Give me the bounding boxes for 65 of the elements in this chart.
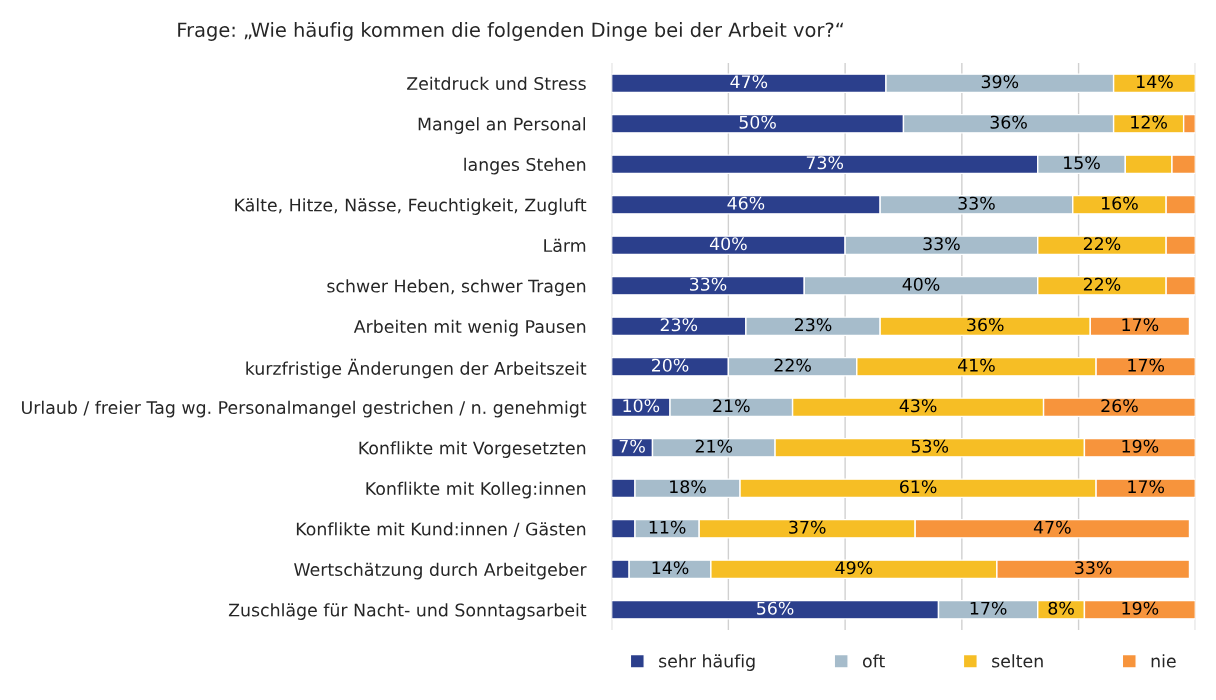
data-label: 61%	[900, 480, 937, 494]
data-label: 20%	[651, 358, 689, 372]
data-label: 22%	[774, 358, 811, 372]
y-tick-label: Mangel an Personal	[418, 117, 586, 134]
y-tick-label: Kälte, Hitze, Nässe, Feuchtigkeit, Zugluft	[235, 198, 587, 215]
legend-label: oft	[862, 654, 885, 668]
data-label: 21%	[695, 439, 733, 453]
y-tick-label: Zuschläge für Nacht- und Sonntagsarbeit	[228, 603, 587, 620]
data-label: 43%	[899, 399, 937, 413]
data-label: 73%	[806, 156, 844, 170]
data-label: 40%	[902, 277, 940, 291]
data-label: 11%	[649, 520, 686, 534]
data-label: 37%	[789, 520, 826, 534]
data-label: 39%	[981, 75, 1019, 89]
data-label: 47%	[1033, 520, 1071, 534]
data-label: 17%	[1122, 318, 1159, 332]
y-tick-label: Arbeiten mit wenig Pausen	[353, 319, 586, 337]
data-label: 22%	[1083, 277, 1121, 291]
y-tick-label: Wertschätzung durch Arbeitgeber	[294, 562, 587, 580]
data-label: 33%	[1075, 561, 1112, 575]
data-label: 14%	[652, 561, 689, 575]
y-tick-label: Urlaub / freier Tag wg. Personalmangel gestrichen / n. genehmigt	[22, 400, 587, 418]
data-label: 26%	[1101, 399, 1138, 413]
y-tick-label: Konflikte mit Vorgesetzten	[359, 441, 586, 458]
data-label: 33%	[923, 237, 960, 251]
data-label: 14%	[1137, 75, 1173, 89]
data-label: 33%	[958, 196, 995, 210]
data-label: 8%	[1048, 601, 1074, 615]
data-label: 18%	[670, 480, 706, 494]
data-label: 22%	[1083, 237, 1121, 251]
data-label: 23%	[660, 318, 698, 332]
legend-label: nie	[1151, 654, 1176, 668]
y-tick-label: schwer Heben, schwer Tragen	[327, 279, 586, 296]
y-tick-label: Lärm	[544, 238, 586, 253]
y-tick-label: Konflikte mit Kolleg:innen	[366, 481, 586, 499]
data-label: 21%	[713, 399, 750, 413]
legend-label: sehr häufig	[659, 654, 755, 671]
data-label: 36%	[990, 115, 1027, 129]
data-label: 50%	[739, 115, 776, 129]
data-label: 41%	[958, 358, 995, 372]
data-label: 12%	[1131, 115, 1167, 129]
data-label: 15%	[1064, 156, 1100, 170]
data-label: 49%	[835, 561, 873, 575]
data-label: 19%	[1122, 439, 1159, 453]
data-label: 17%	[1128, 358, 1165, 372]
data-label: 17%	[1128, 480, 1165, 494]
data-label: 46%	[727, 196, 765, 210]
data-label: 7%	[619, 439, 645, 453]
y-tick-label: langes Stehen	[464, 157, 586, 175]
data-label: 17%	[970, 601, 1007, 615]
y-tick-label: Zeitdruck und Stress	[407, 76, 586, 91]
data-label: 36%	[967, 318, 1004, 332]
y-tick-label: Konflikte mit Kund:innen / Gästen	[296, 522, 586, 537]
data-label: 53%	[911, 439, 949, 453]
chart-title: Frage: „Wie häufig kommen die folgenden Dinge bei der Arbeit vor?“	[178, 22, 844, 41]
y-tick-label: kurzfristige Änderungen der Arbeitszeit	[246, 358, 587, 379]
data-label: 56%	[757, 601, 794, 615]
data-label: 10%	[623, 399, 660, 413]
data-label: 47%	[730, 75, 768, 89]
legend-label: selten	[992, 654, 1043, 668]
data-label: 40%	[709, 237, 747, 251]
data-label: 19%	[1122, 601, 1159, 615]
data-label: 23%	[795, 318, 832, 332]
data-label: 33%	[689, 277, 727, 291]
data-label: 16%	[1102, 196, 1138, 210]
